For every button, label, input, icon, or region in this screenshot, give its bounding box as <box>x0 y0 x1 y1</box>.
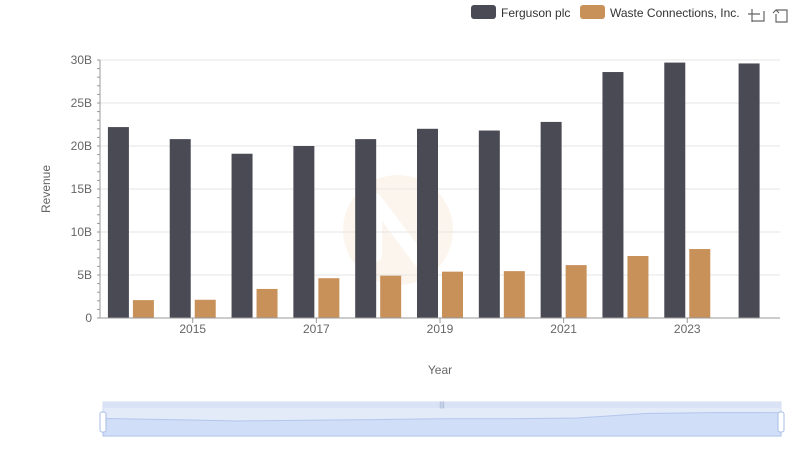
y-tick-label: 25B <box>71 96 92 110</box>
y-tick-label: 0 <box>85 311 92 325</box>
bar-ferguson-2018[interactable] <box>355 139 377 318</box>
x-tick-label: 2015 <box>179 322 206 336</box>
bar-waste-connections-2019[interactable] <box>442 271 463 318</box>
restore-icon[interactable] <box>772 9 788 23</box>
bar-ferguson-2016[interactable] <box>231 153 253 318</box>
bar-ferguson-2021[interactable] <box>540 121 562 318</box>
y-tick-label: 15B <box>71 182 92 196</box>
y-tick-label: 5B <box>77 268 92 282</box>
bar-ferguson-2015[interactable] <box>169 139 191 318</box>
x-axis-title: Year <box>428 363 452 377</box>
bars-group <box>107 62 760 318</box>
x-tick-label: 2017 <box>303 322 330 336</box>
bar-ferguson-2020[interactable] <box>478 130 500 318</box>
bar-waste-connections-2022[interactable] <box>627 255 649 318</box>
zoom-top-bar[interactable] <box>103 402 781 408</box>
x-tick-label: 2023 <box>674 322 701 336</box>
bar-waste-connections-2021[interactable] <box>565 265 587 318</box>
bar-ferguson-2017[interactable] <box>293 146 315 318</box>
x-tick-label: 2019 <box>427 322 454 336</box>
bar-ferguson-2019[interactable] <box>417 128 438 318</box>
y-tick-label: 10B <box>71 225 92 239</box>
y-tick-label: 20B <box>71 139 92 153</box>
bar-waste-connections-2014[interactable] <box>132 300 154 318</box>
x-tick-label: 2021 <box>550 322 577 336</box>
zoom-area-icon[interactable] <box>748 9 765 22</box>
zoom-handle-left[interactable] <box>99 411 107 433</box>
zoom-preview-area <box>102 412 782 437</box>
legend-item-ferguson[interactable]: Ferguson plc <box>471 5 570 20</box>
bar-waste-connections-2015[interactable] <box>194 299 216 318</box>
bar-ferguson-2022[interactable] <box>602 72 624 318</box>
legend-swatch-waste-connections <box>580 5 605 19</box>
y-tick-label: 30B <box>71 53 92 67</box>
legend-label-waste-connections: Waste Connections, Inc. <box>610 6 740 20</box>
zoom-handle-right[interactable] <box>777 411 785 433</box>
bar-waste-connections-2016[interactable] <box>256 288 278 318</box>
legend: Ferguson plc Waste Connections, Inc. <box>471 5 740 20</box>
bar-waste-connections-2017[interactable] <box>318 278 340 318</box>
zoom-grip-icon[interactable]: ||| <box>439 402 445 409</box>
y-axis-title: Revenue <box>39 165 53 213</box>
bar-ferguson-2024[interactable] <box>738 63 760 318</box>
legend-item-waste-connections[interactable]: Waste Connections, Inc. <box>580 5 740 20</box>
bar-waste-connections-2018[interactable] <box>380 275 402 318</box>
data-zoom-slider[interactable]: ||| <box>99 401 785 437</box>
bar-waste-connections-2023[interactable] <box>689 249 711 318</box>
bar-waste-connections-2020[interactable] <box>503 271 525 318</box>
bar-ferguson-2014[interactable] <box>107 127 129 318</box>
axes-group: 0 5B 10B 15B 20B 25B 30B 2015 2017 2019 2021 2023 <box>71 53 780 336</box>
legend-label-ferguson: Ferguson plc <box>501 6 570 20</box>
legend-swatch-ferguson <box>471 5 496 19</box>
bar-ferguson-2023[interactable] <box>664 62 686 318</box>
